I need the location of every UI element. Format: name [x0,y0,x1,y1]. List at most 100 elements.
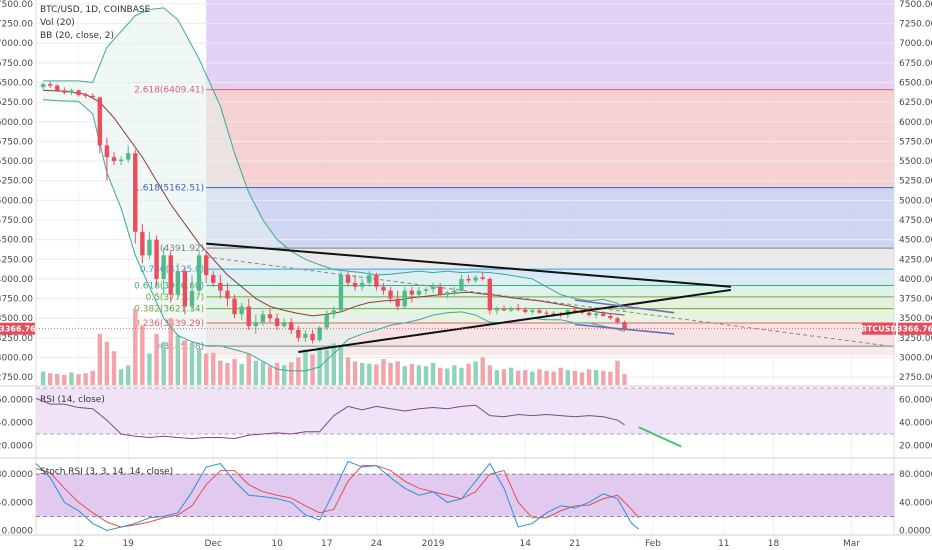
rsi-trend-arrow [638,426,682,448]
candle-body [374,275,379,287]
stoch-rsi-legend: Stoch RSI (3, 3, 14, 14, close) [40,467,173,477]
price-axis-label-left: 5500.00 [0,157,33,167]
volume-bar [423,366,429,385]
volume-bar [111,351,117,385]
volume-bar [544,370,549,385]
candle-body [218,282,223,291]
price-axis-label-right: 3000.00 [899,354,932,364]
candle-body [494,308,500,311]
candle-body [211,275,216,283]
price-axis-label-right: 3250.00 [899,334,932,344]
time-axis-label: 14 [520,539,532,549]
candle-body [267,314,273,319]
rsi-band-fill [36,388,894,434]
volume-bar [182,340,188,385]
candle-body [40,84,46,88]
price-axis-label-left: 4750.00 [0,216,33,226]
candle-body [423,289,429,291]
candle-body [246,306,251,327]
stoch-k-line [35,460,640,532]
price-tag-right-bg [898,322,932,335]
trend-line [298,288,732,353]
volume-bar [558,367,563,385]
volume-bar [246,353,251,385]
volume-bar [452,365,457,385]
candle-body [359,282,365,287]
volume-bar [601,370,606,385]
candle-body [395,298,400,307]
time-axis-label: Mar [843,539,860,549]
stoch-axis-label-right: 0.0000 [899,526,931,536]
price-axis-label-left: 6750.00 [0,59,33,69]
candle-body [508,308,514,311]
price-tag-right: 3366.76 [897,325,932,334]
fib-region [206,89,894,188]
fib-region [206,248,894,270]
candle-body [111,157,117,162]
price-axis-label-left: 3500.00 [0,314,33,324]
rsi-axis-label-right: 40.0000 [899,419,932,429]
volume-bar [579,372,585,385]
rsi-line [35,397,625,440]
candle-body [388,290,393,299]
volume-bar [515,370,521,385]
price-axis-label-right: 7500.00 [899,0,932,10]
fib-region [206,346,894,356]
price-axis-label-right: 5000.00 [899,196,932,206]
candle-body [69,90,74,93]
price-axis-label-left: 3000.00 [0,354,33,364]
candle-body [537,310,542,313]
volume-bar [310,354,315,385]
candle-body [579,311,585,313]
price-pane[interactable]: 2.618(6409.41) 1.618(5162.51) 1(4391.92) 0.… [0,0,932,534]
candle-body [296,330,301,338]
price-axis-label-right: 3500.00 [899,314,932,324]
rsi-axis-label-left: 40.0000 [0,419,33,429]
candle-body [459,278,464,291]
volume-bar [593,370,599,385]
volume-bar [168,318,173,385]
volume-bar [274,363,280,385]
volume-bar [466,363,471,385]
time-axis-label: 10 [271,539,283,549]
volume-bar [324,349,329,385]
price-axis-label-right: 4500.00 [899,236,932,246]
volume-bar [267,366,273,385]
volume-bar [494,370,500,385]
fib-region [206,187,894,249]
candle-body [381,286,386,291]
rsi-axis-label-right: 20.0000 [899,442,932,452]
candle-body [90,95,95,98]
candle-body [232,298,237,315]
volume-bar [140,326,145,385]
volume-bar [480,357,485,385]
candle-body [147,239,152,256]
volume-bar [430,363,436,385]
volume-bar [445,368,450,385]
trend-line [574,323,675,335]
candle-body [345,275,351,283]
candle-body [515,308,521,310]
fib-level-label: 0.382(3621.34) [134,305,204,315]
price-axis-label-left: 7000.00 [0,39,33,49]
price-axis-label-right: 5250.00 [899,177,932,187]
volume-bar [402,366,407,385]
rsi-pane[interactable]: 60.0000 60.0000 40.0000 40.0000 20.0000 20.00… [0,387,932,452]
price-axis-label-left: 3250.00 [0,334,33,344]
candle-body [586,312,592,316]
stoch-axis-label-left: 40.0000 [0,498,33,508]
volume-bar [352,361,358,385]
candle-body [97,97,103,146]
time-axis-label: Dec [205,539,222,549]
volume-bar [161,341,166,385]
price-axis-label-right: 7000.00 [899,39,932,49]
stoch-rsi-pane[interactable]: 80.0000 80.0000 40.0000 40.0000 0.0000 0.0000 [0,460,932,536]
volume-bar [487,365,493,385]
candle-body [416,290,422,295]
volume-bar [622,374,627,385]
time-axis-label: Feb [645,539,661,549]
candle-body [303,333,308,338]
price-axis-label-left: 7250.00 [0,20,33,30]
volume-bar [289,362,294,385]
